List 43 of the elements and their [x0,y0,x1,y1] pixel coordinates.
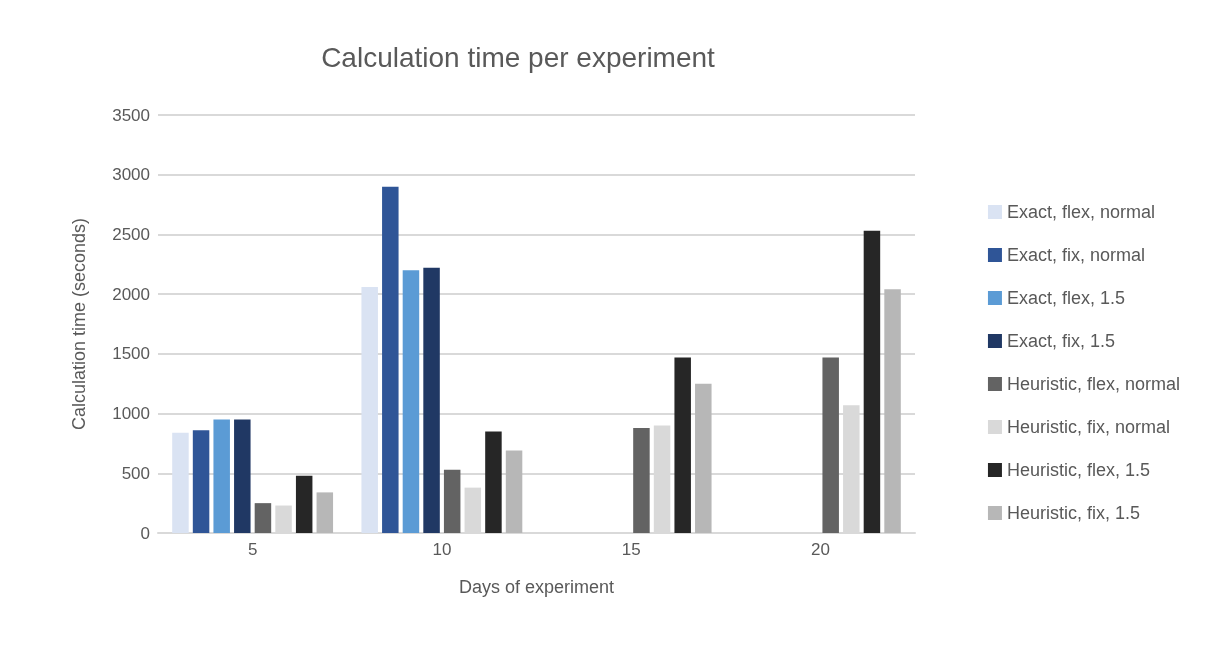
legend-label: Heuristic, flex, normal [1006,374,1181,394]
bar [695,383,712,533]
bar [172,432,189,533]
bar [485,431,502,533]
bar [234,419,251,533]
y-tick-label: 3000 [112,165,150,185]
bar [633,427,650,533]
bar [382,186,399,533]
bar [863,230,881,533]
y-tick-label: 1000 [112,404,150,424]
bar [505,450,523,533]
y-tick-label: 2000 [112,284,150,304]
legend-label: Exact, flex, 1.5 [1006,288,1126,308]
chart-title: Calculation time per experiment [321,41,716,73]
y-tick-label: 1500 [112,344,150,364]
bar [316,492,334,533]
x-tick-label: 5 [247,540,258,559]
bar [884,289,901,533]
y-tick-label: 2500 [112,224,150,244]
bar [254,503,272,533]
bar [822,357,839,533]
legend-label: Heuristic, fix, normal [1006,417,1170,437]
x-tick-label: 20 [810,540,830,559]
y-tick-label: 500 [121,463,150,483]
bar [674,357,691,533]
bar [423,267,440,533]
bar [213,419,230,533]
legend-label: Heuristic, flex, 1.5 [1006,460,1151,480]
bar [443,469,461,533]
bar [402,270,420,533]
bar [192,430,210,533]
legend-label: Exact, flex, normal [1006,202,1156,222]
legend-label: Exact, fix, 1.5 [1006,331,1115,351]
bar [361,286,378,533]
x-tick-label: 15 [621,540,641,559]
legend-label: Heuristic, fix, 1.5 [1006,503,1140,523]
x-axis-title: Days of experiment [458,577,615,597]
legend-label: Exact, fix, normal [1006,245,1145,265]
y-axis-title: Calculation time (seconds) [69,217,89,431]
bar [295,475,313,533]
y-tick-label: 3500 [112,105,150,125]
y-tick-label: 0 [140,523,150,543]
x-tick-label: 10 [432,540,452,559]
